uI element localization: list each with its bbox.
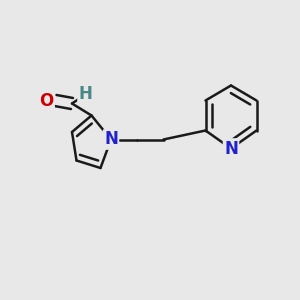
Text: N: N <box>224 140 238 158</box>
Text: N: N <box>104 130 118 148</box>
Text: O: O <box>39 92 54 110</box>
Text: H: H <box>79 85 92 103</box>
